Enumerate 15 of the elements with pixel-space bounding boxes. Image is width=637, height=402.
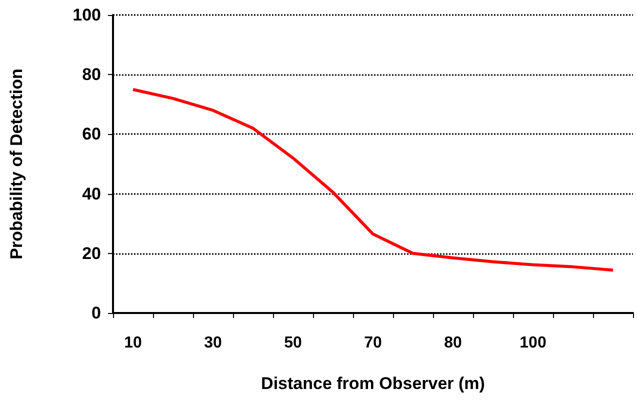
x-tick-label: 80 — [444, 334, 462, 352]
x-tick-label: 10 — [124, 334, 142, 352]
y-tick-label: 20 — [82, 244, 101, 263]
x-axis-title: Distance from Observer (m) — [261, 374, 485, 393]
line-series — [132, 88, 614, 272]
y-tick-label: 40 — [82, 184, 101, 204]
y-tick-label: 80 — [82, 65, 101, 84]
x-tick-label: 50 — [284, 334, 302, 352]
x-tick-label: 30 — [204, 334, 222, 352]
x-tick-label: 100 — [520, 334, 546, 352]
y-tick-label: 0 — [92, 304, 101, 322]
y-tick-label: 60 — [82, 124, 101, 144]
y-axis-title: Probability of Detection — [7, 68, 26, 260]
y-tick-label: 100 — [72, 6, 101, 24]
x-tick-label: 70 — [364, 334, 382, 352]
